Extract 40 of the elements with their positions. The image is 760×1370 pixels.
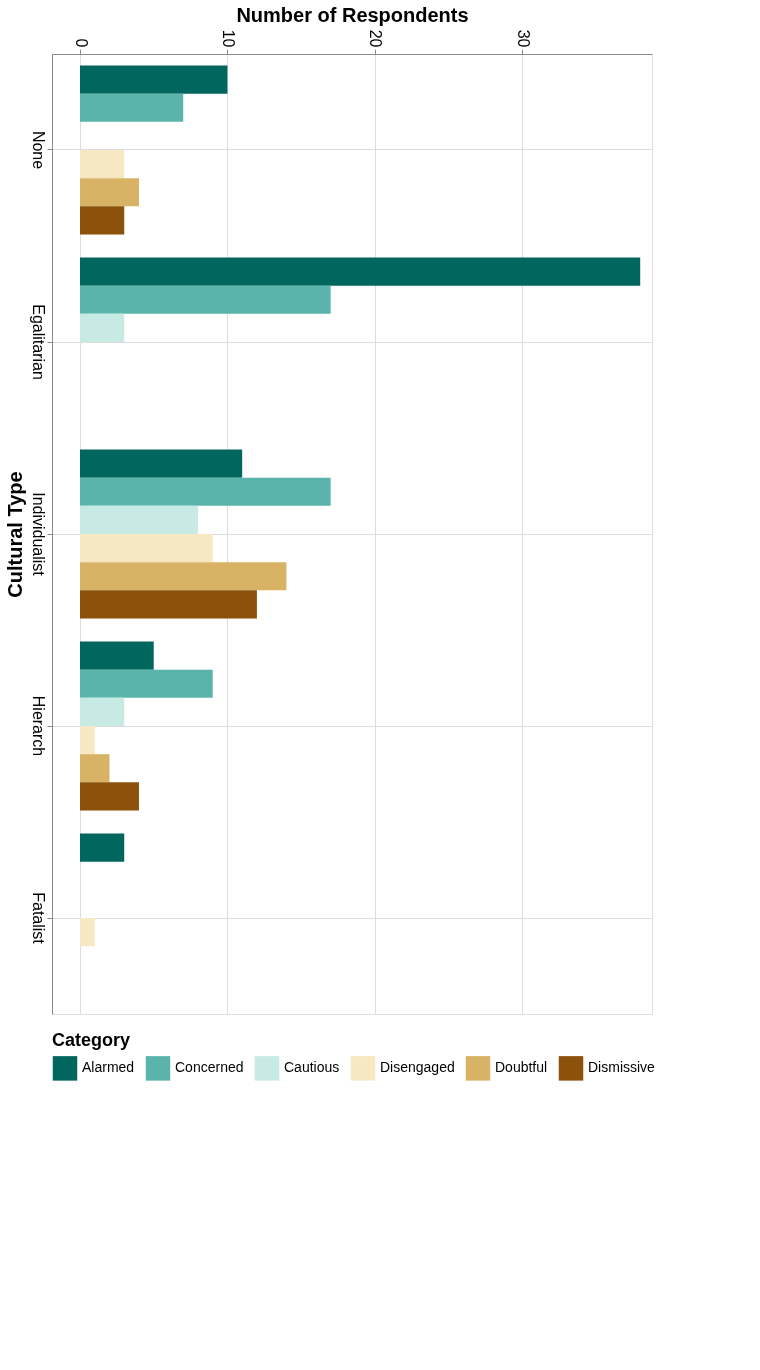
bar	[80, 726, 95, 755]
bar	[80, 206, 125, 235]
bar	[80, 697, 125, 726]
bar	[80, 833, 125, 862]
x-tick-label: 0	[72, 38, 90, 48]
bar	[80, 918, 95, 947]
y-tick-label: None	[29, 130, 47, 170]
bar	[80, 562, 287, 591]
x-tick-label: 30	[514, 29, 532, 48]
x-tick-label: 10	[219, 29, 237, 48]
bar	[80, 93, 184, 122]
bar	[80, 257, 641, 286]
y-tick-label: Fatalist	[29, 892, 47, 945]
bar	[80, 669, 213, 698]
legend-label: Alarmed	[82, 1059, 135, 1076]
bar	[80, 477, 331, 506]
y-tick-label: Egalitarian	[29, 304, 47, 380]
bar	[80, 782, 139, 811]
bar	[80, 65, 228, 94]
legend-label: Doubtful	[495, 1059, 548, 1076]
bar	[80, 505, 198, 534]
legend-label: Cautious	[284, 1059, 340, 1076]
bar	[80, 754, 110, 783]
y-axis-title: Cultural Type	[3, 471, 26, 598]
bar	[80, 534, 213, 563]
legend-label: Dismissive	[588, 1059, 656, 1076]
bar	[80, 178, 139, 207]
bar	[80, 285, 331, 314]
legend-label: Disengaged	[380, 1059, 455, 1076]
x-tick-label: 20	[367, 29, 385, 48]
bar	[80, 449, 243, 478]
legend-title: Category	[52, 1030, 131, 1050]
y-tick-label: Individualist	[29, 492, 47, 577]
y-tick-label: Hierarch	[29, 695, 47, 757]
bar	[80, 150, 125, 179]
bar	[80, 590, 257, 619]
legend-label: Concerned	[175, 1059, 244, 1076]
bar	[80, 313, 125, 342]
x-axis-title: Number of Respondents	[236, 3, 469, 26]
bar	[80, 641, 154, 670]
